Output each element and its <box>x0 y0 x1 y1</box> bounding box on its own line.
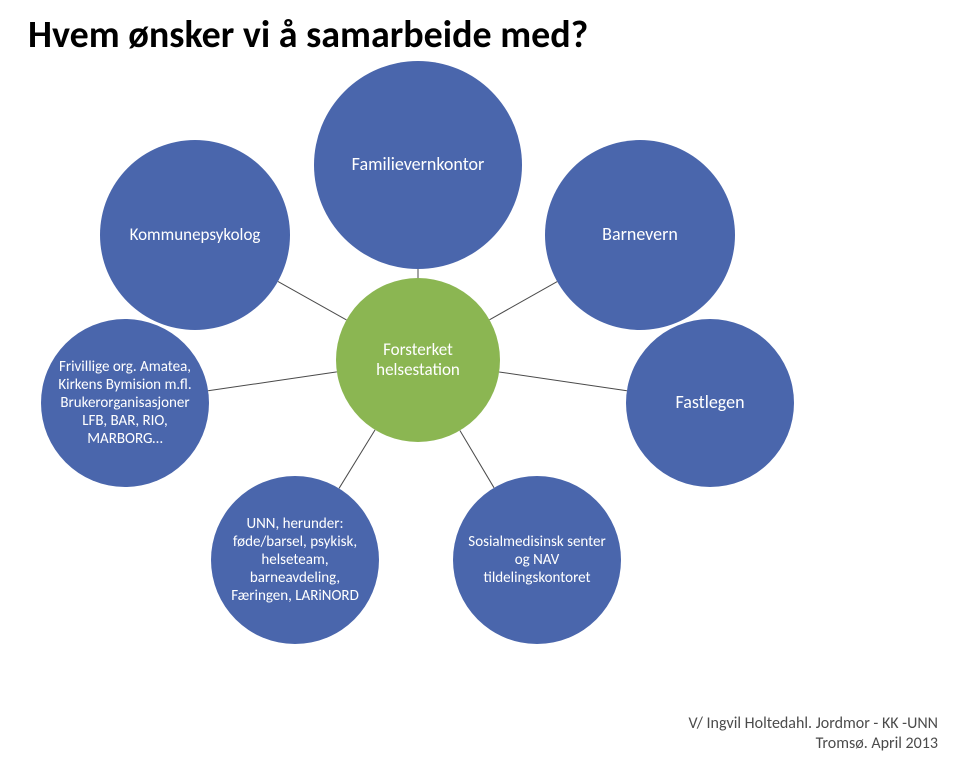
node-label: Forsterket helsestation <box>370 334 466 387</box>
credit-line-1: V/ Ingvil Holtedahl. Jordmor - KK -UNN <box>688 714 938 733</box>
node-fastlegen: Fastlegen <box>626 319 794 487</box>
node-label: Sosialmedisinsk senter og NAV tildelings… <box>462 527 611 593</box>
node-forsterket: Forsterket helsestation <box>336 278 500 442</box>
node-unn: UNN, herunder: føde/barsel, psykisk, hel… <box>211 476 379 644</box>
credit-line-2: Tromsø. April 2013 <box>816 734 938 753</box>
node-label: Fastlegen <box>669 386 750 420</box>
node-barnevern: Barnevern <box>545 140 735 330</box>
node-kommunepsykolog: Kommunepsykolog <box>100 140 290 330</box>
page-title: Hvem ønsker vi å samarbeide med? <box>28 12 588 58</box>
node-familievern: Familievernkontor <box>314 61 522 269</box>
node-label: Frivillige org. Amatea, Kirkens Bymision… <box>52 352 197 454</box>
node-frivillige: Frivillige org. Amatea, Kirkens Bymision… <box>41 319 209 487</box>
node-label: UNN, herunder: føde/barsel, psykisk, hel… <box>225 509 365 611</box>
node-sosial: Sosialmedisinsk senter og NAV tildelings… <box>453 476 621 644</box>
node-label: Kommunepsykolog <box>124 219 267 251</box>
node-label: Familievernkontor <box>346 148 491 182</box>
node-label: Barnevern <box>596 218 684 252</box>
